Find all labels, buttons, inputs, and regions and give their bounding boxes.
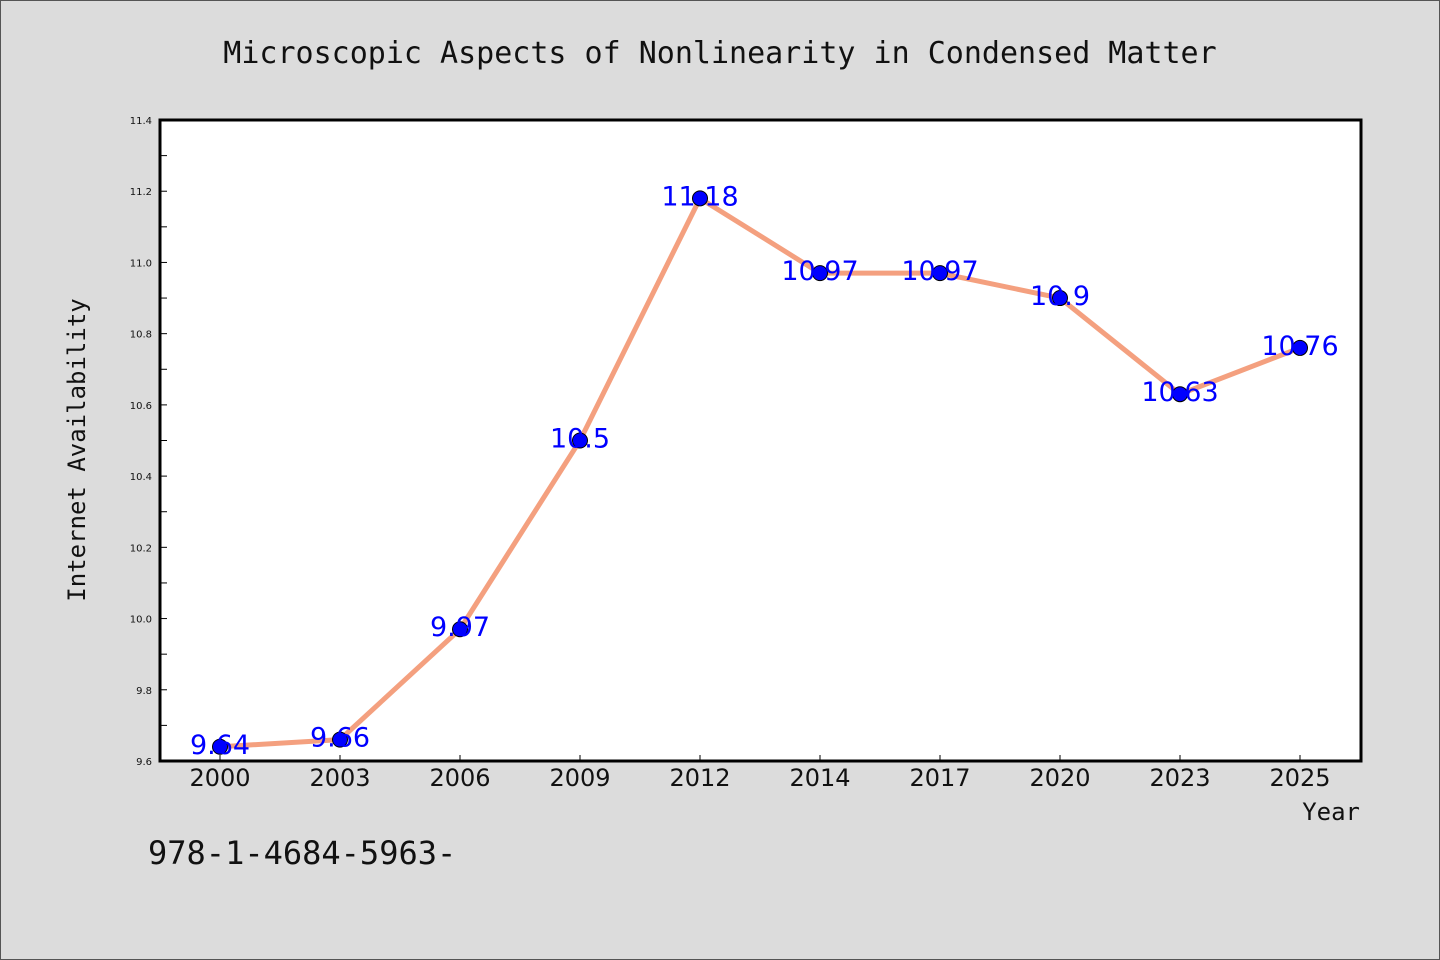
data-label: 10.97 — [901, 256, 978, 287]
y-tick-label: 9.8 — [136, 686, 152, 697]
x-axis-title: Year — [1302, 798, 1360, 826]
y-tick-label: 11.0 — [130, 258, 152, 269]
y-axis-title: Internet Availability — [63, 298, 91, 601]
x-axis: 2000 2003 2006 2009 2012 2014 2017 2020 2023 2025 — [189, 755, 1331, 792]
series-line — [217, 195, 1303, 750]
data-point-marker — [212, 738, 228, 755]
data-label: 11.18 — [661, 181, 738, 212]
data-point-marker — [1292, 339, 1308, 356]
plot-border — [158, 118, 1363, 763]
data-point-marker — [572, 432, 588, 449]
x-tick-label: 2009 — [549, 764, 610, 792]
data-point-marker — [812, 265, 828, 282]
y-tick-label: 10.6 — [130, 401, 152, 412]
data-label: 10.76 — [1261, 331, 1338, 362]
series-line-group — [212, 190, 1308, 755]
x-tick-label: 2020 — [1029, 764, 1090, 792]
isbn-text: 978-1-4684-5963- — [148, 834, 456, 872]
plot-area — [160, 120, 1361, 761]
data-label: 10.9 — [1030, 281, 1090, 312]
data-label-group: 9.64 9.66 9.97 10.5 11.18 10.97 10.97 10.9 10.63… — [190, 181, 1339, 760]
data-label: 10.5 — [550, 424, 610, 455]
chart-title: Microscopic Aspects of Nonlinearity in C… — [223, 36, 1216, 71]
x-tick-label: 2012 — [669, 764, 730, 792]
x-tick-label: 2023 — [1149, 764, 1210, 792]
x-tick-label: 2000 — [189, 764, 250, 792]
data-label: 9.64 — [190, 730, 250, 761]
y-tick-label: 11.2 — [130, 187, 152, 198]
y-tick-label: 11.4 — [130, 116, 152, 127]
data-point-marker — [1052, 290, 1068, 307]
data-point-marker — [332, 731, 348, 748]
data-point-marker — [932, 265, 948, 282]
x-tick-label: 2006 — [429, 764, 490, 792]
x-tick-label: 2014 — [789, 764, 850, 792]
y-axis: 9.6 9.8 10.0 10.2 10.4 10.6 10.8 11.0 11.2 11.4 — [130, 116, 167, 768]
x-tick-label: 2025 — [1269, 764, 1330, 792]
data-label: 10.63 — [1141, 377, 1218, 408]
y-tick-label: 10.0 — [130, 615, 152, 626]
data-point-marker — [452, 621, 468, 638]
y-tick-label: 10.8 — [130, 330, 152, 341]
data-label: 10.97 — [781, 256, 858, 287]
data-label: 9.97 — [430, 612, 490, 643]
x-tick-label: 2003 — [309, 764, 370, 792]
data-point-marker — [692, 190, 708, 207]
y-tick-label: 10.4 — [130, 472, 152, 483]
data-label: 9.66 — [310, 723, 370, 754]
y-tick-label: 9.6 — [136, 757, 152, 768]
data-point-marker — [1172, 386, 1188, 403]
y-tick-label: 10.2 — [130, 543, 152, 554]
x-tick-label: 2017 — [909, 764, 970, 792]
